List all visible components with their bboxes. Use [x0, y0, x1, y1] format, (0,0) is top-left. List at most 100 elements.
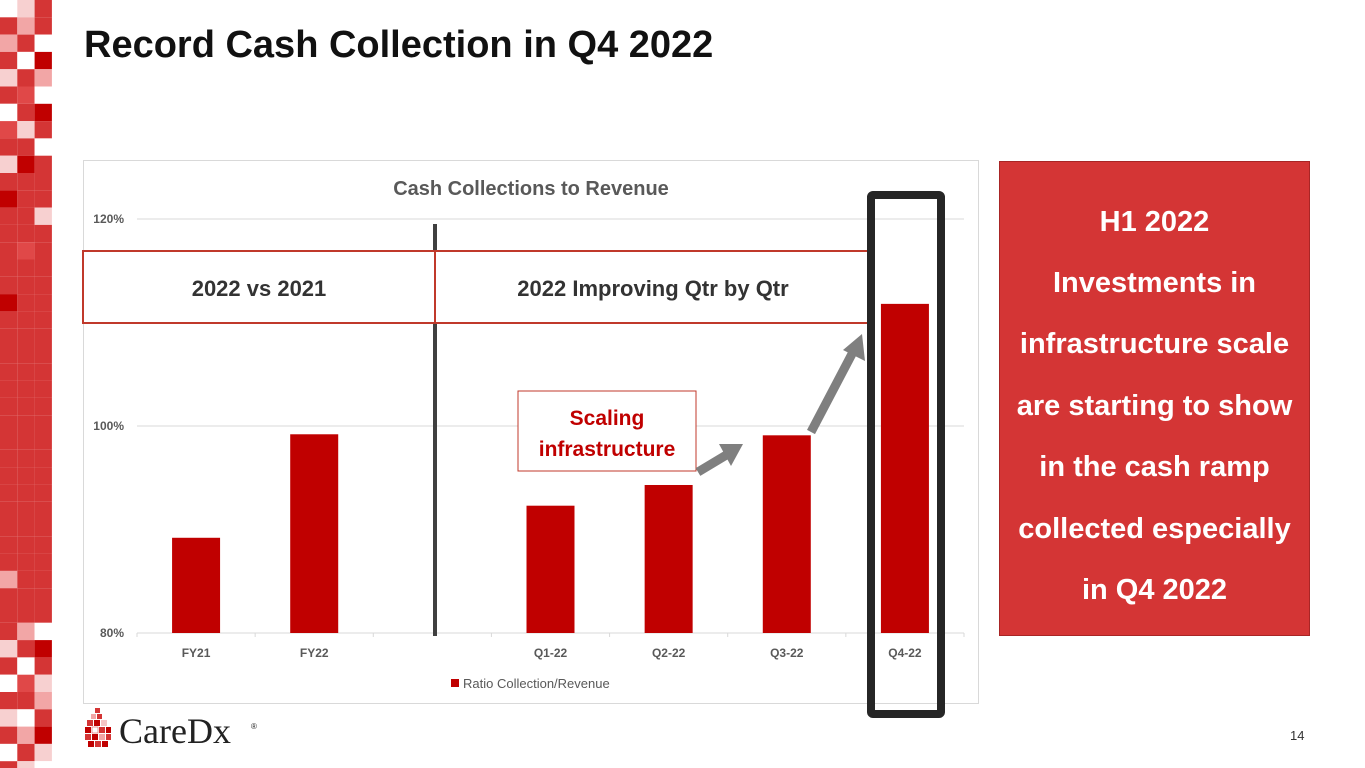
strip-cell: [17, 69, 35, 87]
chart-title: Cash Collections to Revenue: [393, 178, 669, 200]
decorative-pixel-strip: [0, 0, 52, 768]
strip-cell: [0, 121, 18, 139]
strip-cell: [34, 138, 52, 156]
legend-swatch: [451, 679, 459, 687]
section-header-left: 2022 vs 2021: [192, 276, 327, 301]
strip-cell: [0, 640, 18, 658]
panel-line: in the cash ramp: [1039, 451, 1270, 483]
strip-cell: [34, 34, 52, 52]
strip-cell: [17, 484, 35, 502]
strip-cell: [17, 173, 35, 191]
scaling-callout-line2: infrastructure: [539, 438, 676, 461]
strip-cell: [17, 432, 35, 450]
bar-q4-22: [880, 303, 929, 633]
strip-cell: [17, 553, 35, 571]
strip-cell: [17, 34, 35, 52]
strip-cell: [34, 605, 52, 623]
logo-registered-mark: ®: [251, 722, 257, 731]
bar-q2-22: [644, 484, 693, 633]
bar-fy22: [290, 434, 339, 633]
strip-cell: [0, 51, 18, 70]
panel-line: infrastructure scale: [1019, 328, 1290, 360]
x-tick-label: Q4-22: [888, 646, 922, 660]
strip-cell: [0, 432, 18, 450]
strip-cell: [34, 536, 52, 554]
strip-cell: [17, 311, 35, 329]
x-tick-label: FY21: [182, 646, 211, 660]
q4-highlight-frame: [867, 191, 945, 718]
trend-arrow-small-head: [719, 444, 743, 466]
panel-line: are starting to show: [1016, 390, 1293, 422]
strip-cell: [17, 276, 35, 295]
section-header-right: 2022 Improving Qtr by Qtr: [517, 276, 789, 301]
strip-cell: [17, 121, 35, 139]
strip-cell: [34, 224, 52, 243]
section-header-left-box: [82, 250, 436, 324]
strip-cell: [34, 17, 52, 35]
strip-cell: [17, 519, 35, 537]
strip-cell: [17, 363, 35, 381]
strip-cell: [0, 34, 18, 52]
strip-cell: [17, 536, 35, 554]
strip-cell: [0, 276, 18, 295]
strip-cell: [17, 467, 35, 485]
strip-cell: [0, 536, 18, 554]
strip-cell: [0, 242, 18, 260]
strip-cell: [0, 138, 18, 156]
strip-cell: [17, 328, 35, 346]
strip-cell: [34, 484, 52, 502]
strip-cell: [34, 588, 52, 606]
strip-cell: [34, 501, 52, 519]
strip-cell: [17, 570, 35, 589]
strip-cell: [0, 69, 18, 87]
strip-cell: [0, 743, 18, 762]
strip-cell: [34, 657, 52, 675]
strip-cell: [34, 692, 52, 710]
strip-cell: [17, 415, 35, 433]
strip-cell: [17, 449, 35, 468]
strip-cell: [0, 761, 18, 768]
y-tick-label: 100%: [93, 419, 124, 433]
strip-cell: [34, 640, 52, 658]
strip-cell: [0, 709, 18, 727]
strip-cell: [0, 674, 18, 692]
strip-cell: [34, 622, 52, 641]
x-tick-label: Q3-22: [770, 646, 804, 660]
strip-cell: [0, 657, 18, 675]
strip-cell: [34, 51, 52, 70]
strip-cell: [0, 467, 18, 485]
strip-cell: [17, 622, 35, 641]
chart-frame: [83, 160, 979, 704]
strip-cell: [34, 328, 52, 346]
strip-cell: [17, 86, 35, 104]
strip-cell: [0, 519, 18, 537]
strip-cell: [0, 501, 18, 519]
strip-cell: [17, 294, 35, 312]
strip-cell: [17, 346, 35, 364]
y-tick-label: 120%: [93, 212, 124, 226]
strip-cell: [34, 397, 52, 416]
strip-cell: [34, 761, 52, 768]
strip-cell: [34, 363, 52, 381]
strip-cell: [0, 397, 18, 416]
strip-cell: [34, 173, 52, 191]
strip-cell: [17, 657, 35, 675]
strip-cell: [17, 640, 35, 658]
strip-cell: [17, 743, 35, 762]
strip-cell: [34, 570, 52, 589]
scaling-callout-line1: Scaling: [570, 407, 645, 430]
strip-cell: [34, 207, 52, 225]
strip-cell: [17, 224, 35, 243]
strip-cell: [34, 86, 52, 104]
strip-cell: [0, 86, 18, 104]
strip-cell: [34, 674, 52, 692]
strip-cell: [34, 190, 52, 208]
strip-cell: [0, 207, 18, 225]
page-number: 14: [1290, 728, 1305, 743]
caredx-logo: CareDx ®: [83, 706, 283, 752]
scaling-callout-box: [517, 390, 697, 472]
strip-cell: [17, 380, 35, 398]
strip-cell: [0, 380, 18, 398]
strip-cell: [0, 190, 18, 208]
